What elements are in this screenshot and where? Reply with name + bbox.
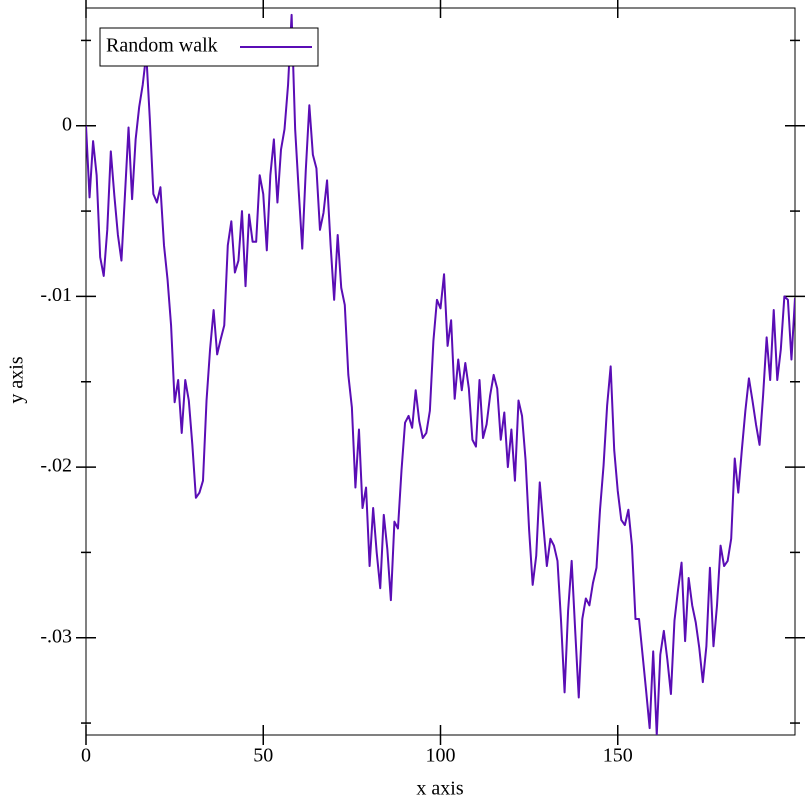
data-line — [86, 13, 795, 735]
x-tick-label: 150 — [603, 745, 633, 767]
x-tick-label: 100 — [426, 745, 456, 767]
x-tick-label: 50 — [253, 745, 273, 767]
plot-frame — [85, 7, 796, 736]
x-tick-label: 0 — [81, 745, 91, 767]
y-tick-label: -.03 — [40, 625, 72, 647]
legend-label: Random walk — [106, 35, 218, 57]
y-tick-label: -.01 — [40, 284, 72, 306]
y-tick-label: 0 — [62, 113, 72, 135]
y-axis-label: y axis — [6, 356, 28, 403]
x-axis-label: x axis — [416, 778, 463, 800]
y-tick-label: -.02 — [40, 455, 72, 477]
